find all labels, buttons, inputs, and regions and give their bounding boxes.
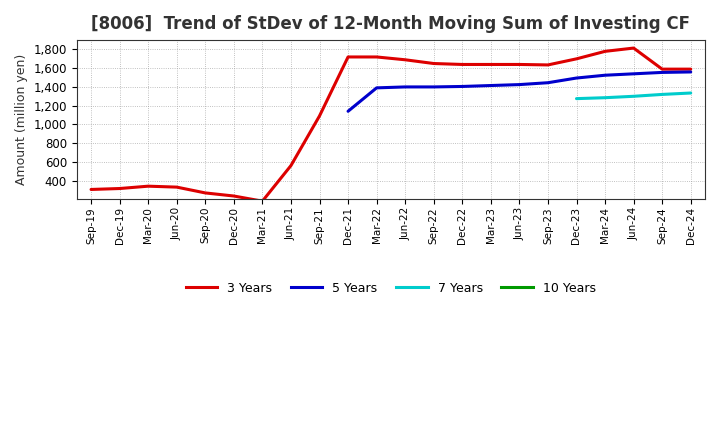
5 Years bbox=[629, 71, 638, 77]
5 Years bbox=[401, 84, 410, 90]
5 Years bbox=[429, 84, 438, 90]
5 Years bbox=[343, 109, 352, 114]
3 Years bbox=[115, 186, 124, 191]
Y-axis label: Amount (million yen): Amount (million yen) bbox=[15, 54, 28, 185]
Line: 7 Years: 7 Years bbox=[577, 93, 690, 99]
Legend: 3 Years, 5 Years, 7 Years, 10 Years: 3 Years, 5 Years, 7 Years, 10 Years bbox=[181, 277, 600, 300]
3 Years bbox=[343, 54, 352, 59]
7 Years bbox=[600, 95, 609, 100]
3 Years bbox=[600, 49, 609, 54]
Line: 3 Years: 3 Years bbox=[91, 48, 690, 201]
7 Years bbox=[686, 90, 695, 95]
5 Years bbox=[686, 70, 695, 75]
3 Years bbox=[201, 190, 210, 195]
5 Years bbox=[600, 73, 609, 78]
7 Years bbox=[629, 94, 638, 99]
5 Years bbox=[515, 82, 523, 87]
3 Years bbox=[86, 187, 95, 192]
3 Years bbox=[287, 163, 295, 168]
3 Years bbox=[629, 45, 638, 51]
5 Years bbox=[658, 70, 667, 75]
3 Years bbox=[658, 66, 667, 72]
3 Years bbox=[686, 66, 695, 72]
3 Years bbox=[401, 57, 410, 62]
Line: 5 Years: 5 Years bbox=[348, 72, 690, 111]
5 Years bbox=[372, 85, 381, 91]
3 Years bbox=[372, 54, 381, 59]
5 Years bbox=[544, 80, 552, 85]
3 Years bbox=[230, 193, 238, 198]
3 Years bbox=[172, 184, 181, 190]
3 Years bbox=[487, 62, 495, 67]
7 Years bbox=[658, 92, 667, 97]
3 Years bbox=[572, 56, 581, 62]
Title: [8006]  Trend of StDev of 12-Month Moving Sum of Investing CF: [8006] Trend of StDev of 12-Month Moving… bbox=[91, 15, 690, 33]
7 Years bbox=[572, 96, 581, 101]
3 Years bbox=[458, 62, 467, 67]
3 Years bbox=[315, 114, 324, 119]
3 Years bbox=[515, 62, 523, 67]
3 Years bbox=[144, 183, 153, 189]
3 Years bbox=[544, 62, 552, 68]
3 Years bbox=[258, 198, 266, 204]
3 Years bbox=[429, 61, 438, 66]
5 Years bbox=[487, 83, 495, 88]
5 Years bbox=[572, 75, 581, 81]
5 Years bbox=[458, 84, 467, 89]
